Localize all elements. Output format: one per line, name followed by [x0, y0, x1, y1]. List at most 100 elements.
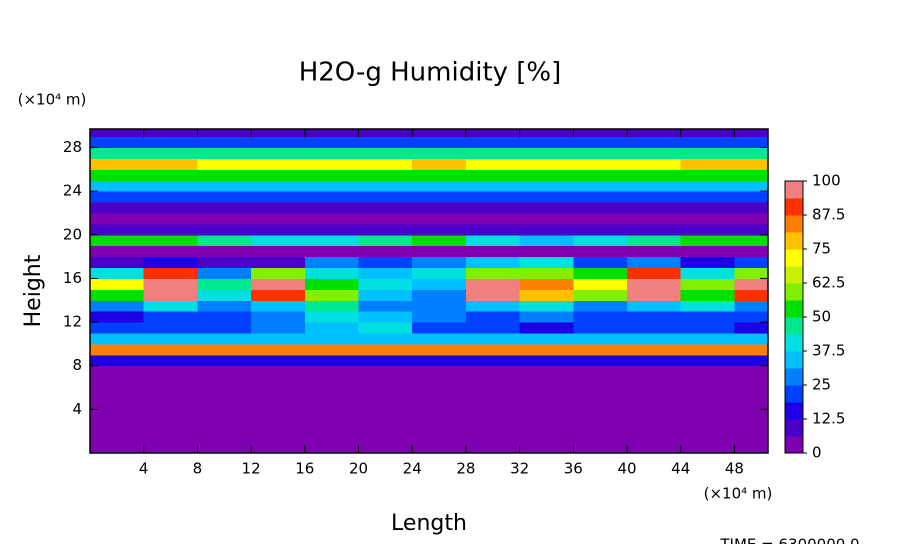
cell: [358, 136, 413, 149]
cell: [90, 267, 145, 279]
y-tick-label: 24: [63, 182, 82, 200]
cell: [251, 442, 306, 454]
x-tick-label: 36: [564, 460, 583, 478]
cell: [358, 354, 413, 367]
cell: [734, 256, 769, 269]
cell: [519, 354, 574, 367]
cell: [412, 300, 467, 312]
cell: [304, 354, 360, 367]
cell: [465, 278, 521, 290]
cell: [627, 398, 682, 410]
cell: [143, 420, 198, 432]
colorbar-swatch: [785, 232, 803, 250]
cell: [573, 442, 628, 454]
cell: [519, 289, 574, 301]
cell: [680, 420, 735, 432]
cell: [358, 234, 413, 247]
cell: [680, 365, 735, 378]
cell: [143, 343, 198, 356]
cell: [197, 376, 252, 389]
cell: [197, 398, 252, 410]
cell: [465, 398, 521, 410]
cell: [465, 256, 521, 269]
cell: [143, 354, 198, 367]
cell: [465, 245, 521, 258]
cell: [412, 191, 467, 203]
cell: [519, 420, 574, 432]
cell: [734, 343, 769, 356]
cell: [358, 420, 413, 432]
cell: [90, 256, 145, 269]
cell: [358, 223, 413, 236]
cell: [734, 202, 769, 214]
colorbar-swatch: [785, 249, 803, 267]
cell: [304, 136, 360, 149]
cell: [90, 354, 145, 367]
cell: [680, 234, 735, 247]
cell: [358, 376, 413, 389]
cell: [465, 343, 521, 356]
cell: [573, 202, 628, 214]
cell: [680, 169, 735, 181]
cell: [412, 245, 467, 258]
cell: [412, 311, 467, 323]
cell: [465, 129, 521, 138]
cell: [573, 278, 628, 290]
cell: [519, 311, 574, 323]
cell: [465, 333, 521, 345]
cell: [680, 158, 735, 170]
cell: [197, 387, 252, 399]
cell: [197, 202, 252, 214]
cell: [251, 202, 306, 214]
cell: [90, 289, 145, 301]
cell: [412, 267, 467, 279]
cell: [573, 136, 628, 149]
cell: [573, 129, 628, 138]
cell: [519, 129, 574, 138]
cell: [412, 158, 467, 170]
cell: [197, 234, 252, 247]
cell: [412, 278, 467, 290]
cell: [197, 169, 252, 181]
cell: [358, 245, 413, 258]
cell: [465, 180, 521, 192]
cell: [358, 409, 413, 421]
colorbar-tick-label: 12.5: [812, 410, 845, 428]
cell: [304, 169, 360, 181]
cell: [573, 300, 628, 312]
cell: [680, 398, 735, 410]
colorbar-swatch: [785, 266, 803, 284]
colorbar-swatch: [785, 317, 803, 335]
cell: [251, 158, 306, 170]
cell: [304, 213, 360, 225]
cell: [519, 169, 574, 181]
cell: [627, 343, 682, 356]
cell: [573, 267, 628, 279]
colorbar-tick-label: 37.5: [812, 342, 845, 360]
cell: [680, 147, 735, 159]
cell: [734, 387, 769, 399]
cell: [573, 147, 628, 159]
cell: [627, 180, 682, 192]
cell: [734, 158, 769, 170]
cell: [519, 245, 574, 258]
cell: [412, 376, 467, 389]
cell: [90, 191, 145, 203]
cell: [627, 191, 682, 203]
cell: [90, 136, 145, 149]
cell: [143, 311, 198, 323]
cell: [680, 202, 735, 214]
cell: [358, 191, 413, 203]
cell: [251, 213, 306, 225]
cell: [90, 398, 145, 410]
cell: [304, 376, 360, 389]
cell: [680, 300, 735, 312]
cell: [90, 169, 145, 181]
cell: [90, 223, 145, 236]
y-tick-label: 12: [63, 313, 82, 331]
cell: [519, 442, 574, 454]
cell: [251, 223, 306, 236]
cell: [465, 202, 521, 214]
cell: [680, 245, 735, 258]
cell: [734, 180, 769, 192]
